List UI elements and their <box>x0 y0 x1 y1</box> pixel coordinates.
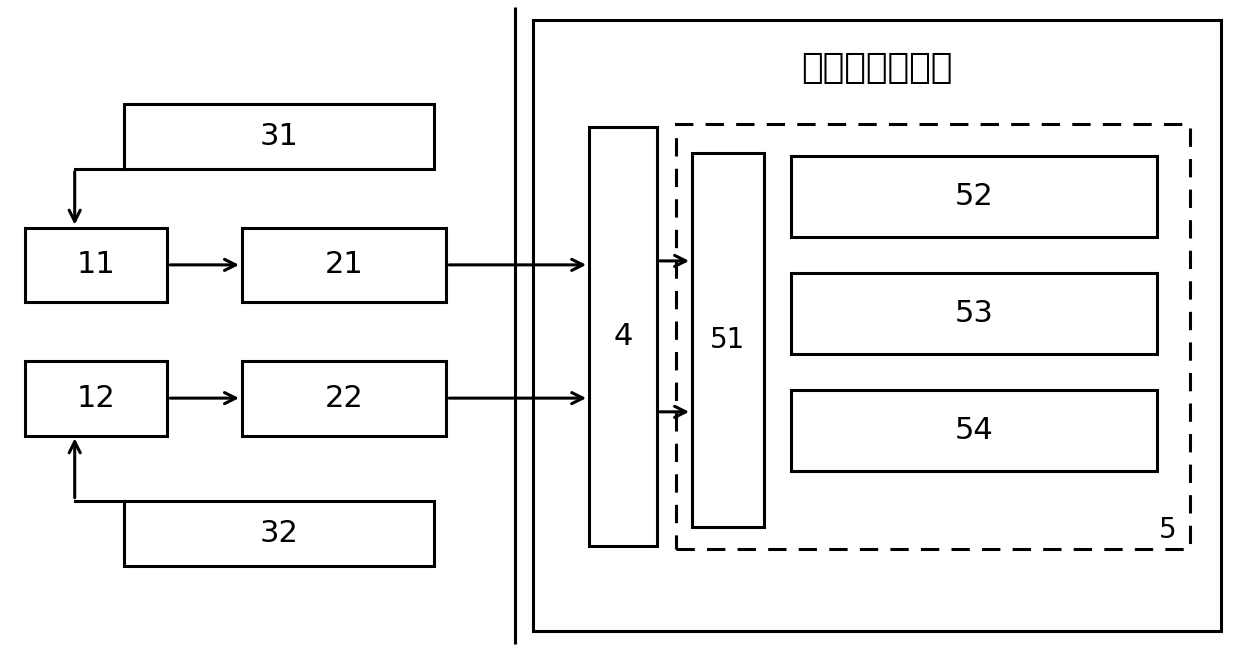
Bar <box>242 361 446 436</box>
Text: 22: 22 <box>325 384 363 413</box>
Bar <box>25 361 167 436</box>
Text: 数据采集与处理: 数据采集与处理 <box>801 51 954 85</box>
Text: 5: 5 <box>1159 515 1177 544</box>
Text: 52: 52 <box>955 182 993 211</box>
Bar <box>692 153 764 526</box>
Text: 21: 21 <box>325 250 363 280</box>
Bar <box>25 227 167 302</box>
Text: 32: 32 <box>259 519 299 547</box>
Text: 12: 12 <box>77 384 115 413</box>
Bar <box>791 156 1157 237</box>
Text: 51: 51 <box>711 326 745 354</box>
Bar <box>124 500 434 566</box>
Bar <box>589 127 657 546</box>
Text: 31: 31 <box>259 122 299 151</box>
Text: 53: 53 <box>955 299 993 328</box>
Bar <box>791 273 1157 354</box>
Text: 4: 4 <box>614 322 632 351</box>
Text: 54: 54 <box>955 416 993 445</box>
Bar <box>124 104 434 169</box>
Bar <box>242 227 446 302</box>
Bar <box>791 390 1157 471</box>
Bar <box>533 20 1221 630</box>
Text: 11: 11 <box>77 250 115 280</box>
Bar <box>676 124 1190 549</box>
